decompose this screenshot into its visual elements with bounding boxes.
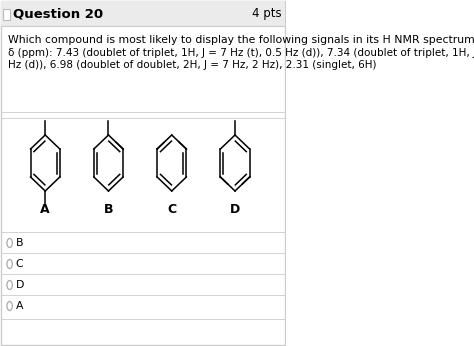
Text: Which compound is most likely to display the following signals in its H NMR spec: Which compound is most likely to display… xyxy=(9,35,474,45)
Circle shape xyxy=(7,260,12,268)
Text: A: A xyxy=(40,203,50,216)
Text: 4 pts: 4 pts xyxy=(252,8,282,20)
Circle shape xyxy=(7,301,12,310)
Circle shape xyxy=(7,281,12,290)
Text: B: B xyxy=(16,238,23,248)
Circle shape xyxy=(7,238,12,247)
FancyBboxPatch shape xyxy=(0,1,285,26)
Text: C: C xyxy=(167,203,176,216)
Text: D: D xyxy=(16,280,24,290)
Text: Question 20: Question 20 xyxy=(13,8,103,20)
Text: D: D xyxy=(230,203,240,216)
Text: δ (ppm): 7.43 (doublet of triplet, 1H, J = 7 Hz (t), 0.5 Hz (d)), 7.34 (doublet : δ (ppm): 7.43 (doublet of triplet, 1H, J… xyxy=(9,48,474,58)
Text: C: C xyxy=(16,259,23,269)
FancyBboxPatch shape xyxy=(3,9,9,20)
Text: B: B xyxy=(104,203,113,216)
Text: A: A xyxy=(16,301,23,311)
Text: Hz (d)), 6.98 (doublet of doublet, 2H, J = 7 Hz, 2 Hz), 2.31 (singlet, 6H): Hz (d)), 6.98 (doublet of doublet, 2H, J… xyxy=(9,60,377,70)
FancyBboxPatch shape xyxy=(0,1,285,345)
